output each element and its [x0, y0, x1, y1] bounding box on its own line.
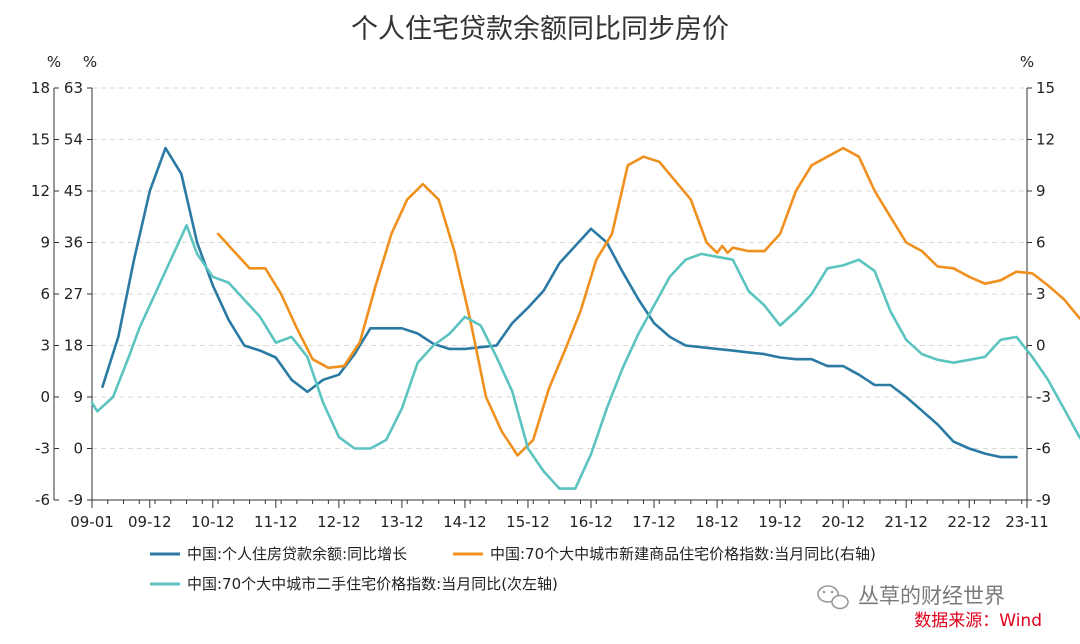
y-left-inner-tick-label: 9: [73, 388, 83, 406]
x-tick-label: 13-12: [380, 513, 424, 531]
series-new-home-price: [216, 146, 1080, 457]
y-right-tick-label: -3: [1036, 388, 1051, 406]
y-left-inner-tick-label: 27: [64, 285, 83, 303]
x-tick-label: 20-12: [821, 513, 865, 531]
y-left-outer-tick-label: -6: [35, 491, 50, 509]
y-right-tick-label: 0: [1036, 337, 1046, 355]
y-left-inner-tick-label: 18: [64, 337, 83, 355]
y-left-inner-ticks: -9 0 9 18 27 36 45 54 63: [64, 79, 92, 509]
legend: 中国:个人住房贷款余额:同比增长 中国:70个大中城市新建商品住宅价格指数:当月…: [150, 545, 876, 593]
y-right-unit: %: [1020, 53, 1034, 71]
y-right-tick-label: 12: [1036, 131, 1055, 149]
y-left-outer-tick-label: 0: [40, 388, 50, 406]
x-tick-label: 11-12: [254, 513, 298, 531]
x-tick-label: 10-12: [191, 513, 235, 531]
y-left-inner-tick-label: 45: [64, 182, 83, 200]
y-left-inner-tick-label: 0: [73, 440, 83, 458]
x-tick-label: 17-12: [632, 513, 676, 531]
x-tick-label: 16-12: [569, 513, 613, 531]
y-left-outer-tick-label: -3: [35, 440, 50, 458]
x-tick-label: 09-01: [70, 513, 114, 531]
grid-lines: [92, 87, 1027, 449]
data-source: 数据来源：Wind: [914, 611, 1042, 631]
y-left-outer-tick-label: 9: [40, 234, 50, 252]
x-axis-ticks: 09-01 09-12 10-12 11-12 12-12 13-12 14-12 15-12…: [70, 500, 1049, 531]
legend-label-new-home-price: 中国:70个大中城市新建商品住宅价格指数:当月同比(右轴): [490, 545, 876, 563]
x-tick-label: 19-12: [758, 513, 802, 531]
y-right-tick-label: 6: [1036, 234, 1046, 252]
y-left-outer-tick-label: 3: [40, 337, 50, 355]
legend-label-second-hand-price: 中国:70个大中城市二手住宅价格指数:当月同比(次左轴): [187, 575, 558, 593]
y-left-outer-unit: %: [47, 53, 61, 71]
x-tick-label: 09-12: [128, 513, 172, 531]
y-right-tick-label: 9: [1036, 182, 1046, 200]
y-left-inner-tick-label: -9: [68, 491, 83, 509]
series-loan-growth: [101, 146, 1018, 459]
y-right-tick-label: -9: [1036, 491, 1051, 509]
series-lines: [90, 146, 1080, 490]
y-right-tick-label: -6: [1036, 440, 1051, 458]
y-left-inner-unit: %: [83, 53, 97, 71]
x-tick-label: 15-12: [506, 513, 550, 531]
y-left-inner-tick-label: 54: [64, 131, 83, 149]
chart-title: 个人住宅贷款余额同比同步房价: [351, 14, 729, 45]
watermark: 丛草的财经世界: [817, 584, 1005, 610]
x-tick-label: 14-12: [443, 513, 487, 531]
y-right-tick-label: 3: [1036, 285, 1046, 303]
y-left-inner-tick-label: 36: [64, 234, 83, 252]
x-tick-label: 18-12: [695, 513, 739, 531]
y-left-outer-tick-label: 12: [31, 182, 50, 200]
x-tick-label: 21-12: [884, 513, 928, 531]
legend-label-loan-growth: 中国:个人住房贷款余额:同比增长: [187, 545, 407, 563]
y-right-ticks: -9 -6 -3 0 3 6 9 12 15: [1027, 79, 1055, 509]
y-right-tick-label: 15: [1036, 79, 1055, 97]
y-left-outer-tick-label: 6: [40, 285, 50, 303]
x-tick-label: 22-12: [947, 513, 991, 531]
series-second-hand-price: [90, 224, 1080, 490]
y-left-outer-tick-label: 18: [31, 79, 50, 97]
y-left-inner-tick-label: 63: [64, 79, 83, 97]
wechat-icon: [817, 585, 849, 610]
x-tick-label: 23-11: [1005, 513, 1049, 531]
y-left-outer-tick-label: 15: [31, 131, 50, 149]
y-left-outer-ticks: -6 -3 0 3 6 9 12 15 18: [31, 79, 59, 509]
x-tick-label: 12-12: [317, 513, 361, 531]
watermark-text: 丛草的财经世界: [858, 584, 1005, 608]
